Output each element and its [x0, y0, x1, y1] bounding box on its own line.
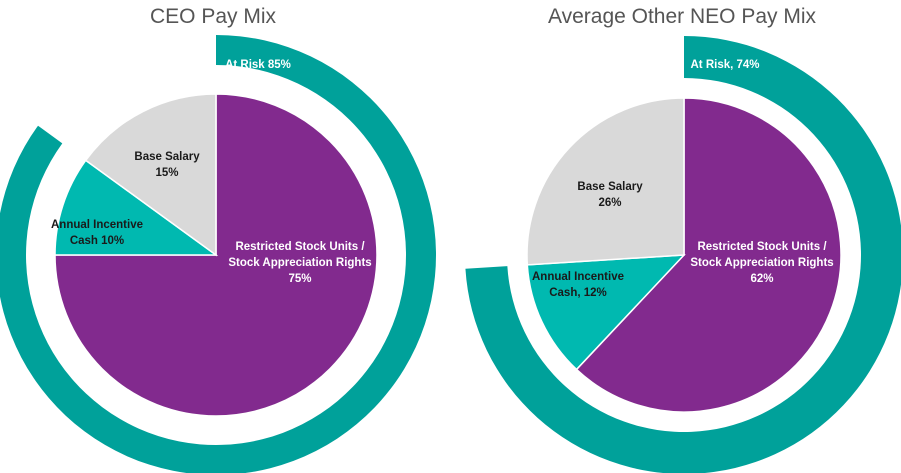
- slice-label-2-line-1: Annual Incentive: [51, 219, 143, 231]
- neo-chart-title: Average Other NEO Pay Mix: [548, 5, 817, 28]
- slice-label-2-line-2: Cash 10%: [70, 235, 124, 247]
- slice-label-1-line-1: Restricted Stock Units /: [235, 241, 365, 253]
- slice-label-3: Base Salary 26%: [577, 181, 643, 209]
- slice-label-1-line-2: Stock Appreciation Rights: [228, 257, 371, 269]
- slice-label-3-line-1: Base Salary: [134, 151, 200, 163]
- slice-label-2: Annual Incentive Cash 10%: [51, 219, 143, 247]
- slice-label-1: Restricted Stock Units / Stock Appreciati…: [690, 241, 833, 285]
- slice-label-3-line-3: 26%: [598, 197, 621, 209]
- at-risk-label: At Risk 85%: [225, 59, 291, 71]
- slice-label-1-line-3: 75%: [288, 273, 311, 285]
- neo-pay-mix-chart: Average Other NEO Pay Mix Restricted Sto…: [465, 5, 901, 473]
- slice-label-3-line-1: Base Salary: [577, 181, 643, 193]
- pie-slice-3: [84, 93, 217, 257]
- at-risk-label-line-1: At Risk 85%: [225, 59, 291, 71]
- slice-label-1: Restricted Stock Units / Stock Appreciati…: [228, 241, 371, 285]
- slice-label-3-line-3: 15%: [155, 167, 178, 179]
- slice-label-3: Base Salary 15%: [134, 151, 200, 179]
- ceo-pay-mix-chart: CEO Pay Mix Restricted Stock Units / Stoc…: [0, 5, 436, 473]
- at-risk-label: At Risk, 74%: [690, 59, 759, 71]
- pie-slice-2: [54, 159, 219, 256]
- pie-slice-2: [526, 254, 686, 371]
- slice-label-2: Annual Incentive Cash, 12%: [532, 271, 624, 299]
- slice-label-1-line-3: 62%: [750, 273, 773, 285]
- at-risk-label-line-1: At Risk, 74%: [690, 59, 759, 71]
- slice-label-1-line-1: Restricted Stock Units /: [697, 241, 827, 253]
- slice-label-2-line-2: Cash, 12%: [549, 287, 607, 299]
- pie-slice-3: [526, 97, 685, 266]
- slice-label-2-line-1: Annual Incentive: [532, 271, 624, 283]
- slice-label-1-line-2: Stock Appreciation Rights: [690, 257, 833, 269]
- ceo-chart-title: CEO Pay Mix: [150, 5, 277, 28]
- pie-slice-1: [575, 97, 842, 413]
